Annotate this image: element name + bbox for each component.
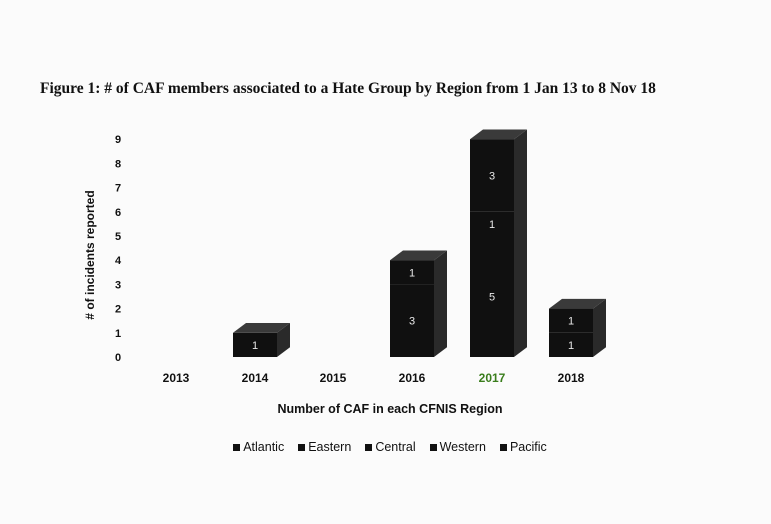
y-tick-label: 9: [115, 134, 121, 146]
bar-segment-eastern-2014: [233, 332, 277, 357]
bar-side-2017: [514, 129, 527, 357]
legend-label: Eastern: [308, 440, 352, 454]
bar-top-2014: [233, 323, 290, 333]
chart-legend: Atlantic Eastern Central Western Pacific: [150, 440, 630, 454]
bar-segment-central-2017: [470, 211, 514, 236]
x-tick-label: 2015: [320, 371, 347, 385]
data-label: 1: [489, 219, 495, 231]
legend-label: Central: [375, 440, 416, 454]
y-tick-label: 4: [115, 255, 122, 267]
data-label: 1: [568, 340, 574, 352]
bar-segment-central-2018: [549, 308, 593, 333]
x-tick-label: 2016: [399, 371, 426, 385]
data-label: 1: [252, 340, 258, 352]
data-label: 5: [489, 292, 495, 304]
bar-top-2016: [390, 250, 447, 261]
bar-side-2014: [277, 323, 290, 357]
x-tick-label: 2014: [242, 371, 269, 385]
legend-item-western: Western: [429, 440, 486, 454]
legend-label: Western: [439, 440, 486, 454]
x-tick-label: 2018: [558, 371, 585, 385]
chart-title: Figure 1: # of CAF members associated to…: [40, 80, 656, 97]
y-tick-label: 5: [115, 231, 121, 243]
data-label: 1: [409, 267, 415, 279]
legend-swatch: [298, 443, 306, 451]
y-tick-label: 7: [115, 183, 121, 195]
bar-top-2017: [470, 129, 527, 140]
legend-swatch: [499, 443, 507, 451]
x-axis-label: Number of CAF in each CFNIS Region: [277, 402, 503, 416]
data-label: 1: [568, 316, 574, 328]
legend-swatch: [233, 443, 241, 451]
legend-item-eastern: Eastern: [298, 440, 351, 454]
bar-top-2018: [549, 298, 606, 309]
legend-item-central: Central: [365, 440, 416, 454]
legend-swatch: [365, 443, 373, 451]
legend-label: Pacific: [509, 440, 547, 454]
legend-item-pacific: Pacific: [499, 440, 547, 454]
x-tick-label: 2013: [163, 371, 190, 385]
legend-item-atlantic: Atlantic: [233, 440, 284, 454]
y-tick-label: 0: [115, 352, 121, 364]
legend-label: Atlantic: [243, 440, 285, 454]
y-tick-label: 3: [115, 279, 121, 291]
bar-segment-eastern-2018: [549, 332, 593, 357]
bar-side-2018: [593, 298, 606, 357]
y-tick-label: 2: [115, 304, 121, 316]
y-tick-label: 6: [115, 207, 121, 219]
bar-segment-eastern-2017: [470, 236, 514, 357]
bar-side-2016: [434, 250, 447, 357]
data-label: 3: [489, 171, 495, 183]
bar-segment-central-2016: [390, 260, 434, 285]
bar-segment-western-2017: [470, 139, 514, 212]
legend-swatch: [429, 443, 437, 451]
y-tick-label: 8: [115, 158, 121, 170]
bar-segment-eastern-2016: [390, 284, 434, 357]
y-tick-label: 1: [115, 328, 121, 340]
data-label: 3: [409, 316, 415, 328]
x-tick-label: 2017: [479, 371, 506, 385]
